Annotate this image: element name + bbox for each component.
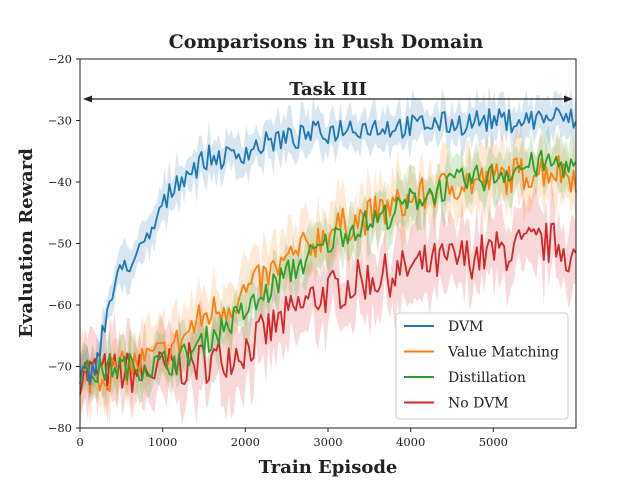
series-line (79, 222, 577, 395)
y-tick-label: −30 (48, 114, 72, 128)
legend: DVM Value Matching Distillation No DVM (395, 312, 569, 420)
y-axis-label: Evaluation Reward (16, 148, 37, 338)
task-label: Task III (289, 79, 366, 100)
legend-label: Distillation (448, 370, 526, 386)
y-tick-label: −20 (48, 52, 72, 66)
x-tick-label: 0 (76, 435, 83, 449)
series-band (80, 180, 576, 428)
task-arrow-right-head (564, 95, 573, 103)
task-arrow-left-head (83, 95, 92, 103)
y-tick-label: −60 (48, 298, 72, 312)
series-band (80, 126, 576, 409)
x-axis-label: Train Episode (259, 457, 398, 478)
legend-label: No DVM (448, 396, 509, 412)
y-ticks: −80 −70 −60 −50 −40 −30 −20 (48, 52, 80, 435)
x-tick-label: 2000 (231, 435, 260, 449)
series-line (79, 107, 577, 386)
x-tick-label: 4000 (396, 435, 425, 449)
x-ticks: 0 1000 2000 3000 4000 5000 (76, 428, 508, 449)
x-tick-label: 3000 (313, 435, 342, 449)
legend-label: Value Matching (447, 345, 559, 361)
y-tick-label: −50 (48, 237, 72, 251)
legend-label: DVM (448, 319, 483, 335)
series-lines (79, 107, 577, 395)
y-tick-label: −40 (48, 175, 72, 189)
task-annotation: Task III (83, 79, 573, 103)
series-line (79, 149, 577, 385)
y-tick-label: −70 (48, 360, 72, 374)
x-tick-label: 1000 (148, 435, 177, 449)
x-tick-label: 5000 (479, 435, 508, 449)
legend-box (395, 312, 569, 420)
chart-title: Comparisons in Push Domain (169, 31, 484, 53)
series-band (80, 121, 576, 427)
y-tick-label: −80 (48, 421, 72, 435)
